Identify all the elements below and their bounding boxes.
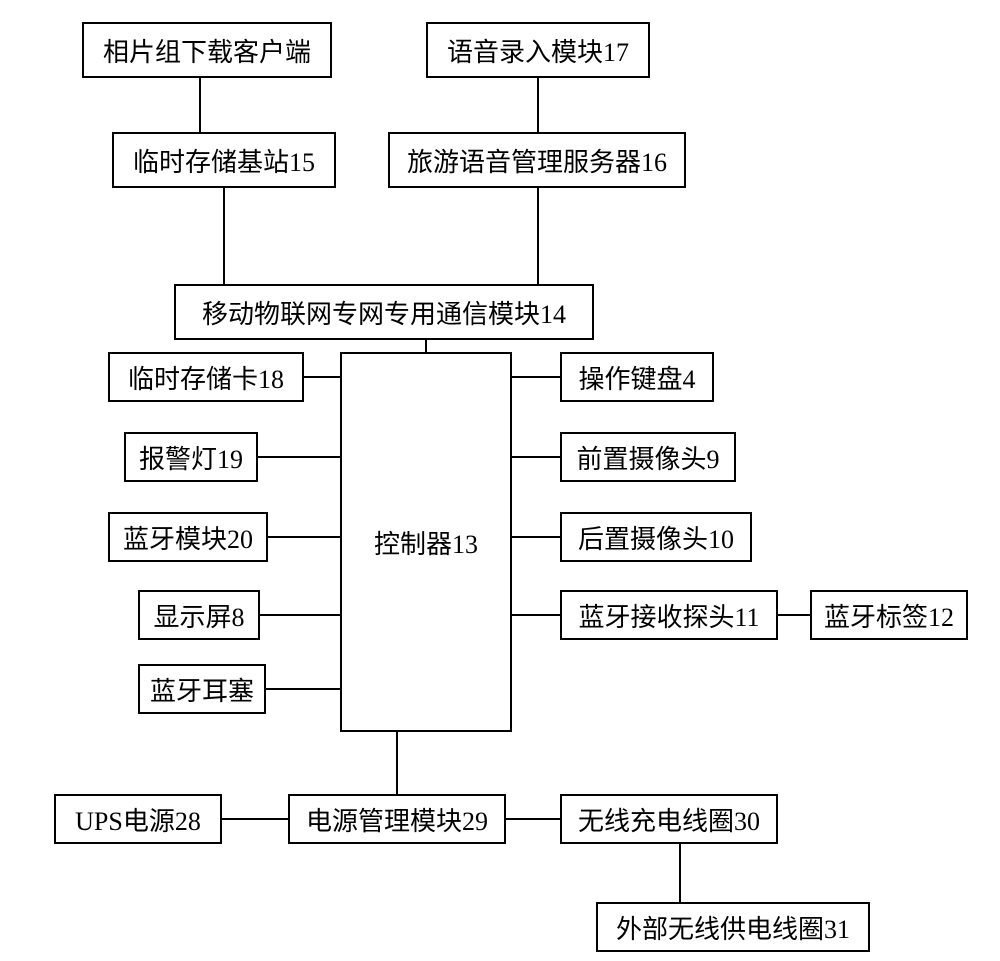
node-ups: UPS电源28 — [54, 794, 222, 844]
node-voice_server: 旅游语音管理服务器16 — [388, 132, 686, 188]
node-display: 显示屏8 — [138, 590, 260, 640]
node-comm_module: 移动物联网专网专用通信模块14 — [174, 284, 594, 340]
node-rear_cam: 后置摄像头10 — [560, 512, 752, 562]
node-alarm: 报警灯19 — [124, 432, 258, 482]
node-ext_coil: 外部无线供电线圈31 — [596, 902, 870, 952]
node-temp_base: 临时存储基站15 — [112, 132, 336, 188]
node-keyboard: 操作键盘4 — [560, 352, 714, 402]
node-pwr_mgmt: 电源管理模块29 — [288, 794, 506, 844]
node-temp_card: 临时存储卡18 — [108, 352, 304, 402]
node-front_cam: 前置摄像头9 — [560, 432, 736, 482]
diagram-stage: 相片组下载客户端 语音录入模块17 临时存储基站15 旅游语音管理服务器16 移动物联网… — [0, 0, 1000, 961]
node-bt_module: 蓝牙模块20 — [108, 512, 268, 562]
node-bt_earbud: 蓝牙耳塞 — [138, 664, 266, 714]
node-controller: 控制器13 — [340, 352, 512, 732]
node-bt_tag: 蓝牙标签12 — [810, 590, 968, 640]
node-wl_coil: 无线充电线圈30 — [560, 794, 778, 844]
node-photo_client: 相片组下载客户端 — [82, 22, 332, 78]
node-voice_input: 语音录入模块17 — [426, 22, 650, 78]
node-bt_rx: 蓝牙接收探头11 — [560, 590, 778, 640]
